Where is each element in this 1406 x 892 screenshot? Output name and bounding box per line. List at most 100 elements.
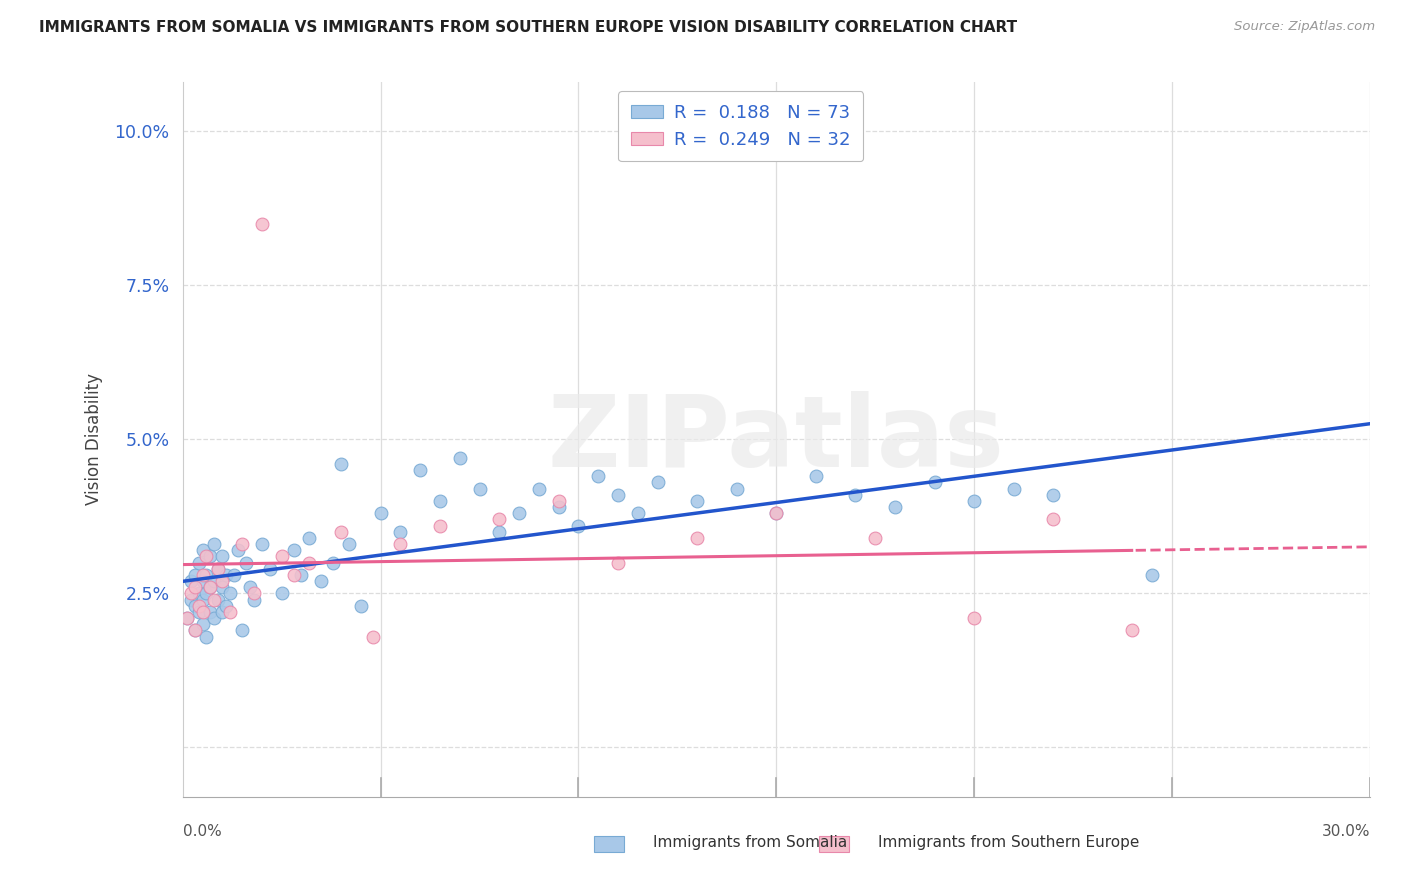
Point [226,543,249,558]
Point [250,217,273,231]
Point [283,543,305,558]
Point [865,531,887,545]
Point [963,494,986,508]
Point [191,592,214,607]
Point [176,611,198,625]
Point [290,567,312,582]
Point [207,562,229,576]
Point [219,586,242,600]
Point [924,475,946,490]
Point [211,574,233,588]
Text: 30.0%: 30.0% [1322,824,1369,838]
Point [202,537,225,551]
Point [370,506,392,520]
Point [202,574,225,588]
Text: IMMIGRANTS FROM SOMALIA VS IMMIGRANTS FROM SOUTHERN EUROPE VISION DISABILITY COR: IMMIGRANTS FROM SOMALIA VS IMMIGRANTS FR… [39,20,1018,35]
Point [468,482,491,496]
Point [195,567,218,582]
Point [211,549,233,564]
Point [429,518,451,533]
Point [183,599,205,613]
Point [337,537,360,551]
Point [607,488,630,502]
Point [283,567,305,582]
Point [547,494,569,508]
Point [298,531,321,545]
Point [180,586,202,600]
Point [239,580,262,594]
Point [686,531,709,545]
Point [211,605,233,619]
Text: Source: ZipAtlas.com: Source: ZipAtlas.com [1234,20,1375,33]
Point [187,599,209,613]
Point [804,469,827,483]
Point [647,475,669,490]
Point [250,537,273,551]
Point [195,586,218,600]
Point [330,457,353,471]
Point [586,469,609,483]
Point [449,450,471,465]
Point [211,580,233,594]
Point [686,494,709,508]
Point [389,537,412,551]
Point [180,574,202,588]
Point [350,599,373,613]
Point [1002,482,1025,496]
Point [191,617,214,632]
Point [183,624,205,638]
Point [231,624,253,638]
Point [243,586,266,600]
Point [200,605,222,619]
Text: 0.0%: 0.0% [183,824,222,838]
Point [270,586,292,600]
Point [725,482,748,496]
Point [607,556,630,570]
Point [176,611,198,625]
Point [322,556,344,570]
Legend: R =  0.188   N = 73, R =  0.249   N = 32: R = 0.188 N = 73, R = 0.249 N = 32 [619,91,863,161]
Point [488,524,510,539]
Point [330,524,353,539]
Point [215,567,238,582]
Point [200,549,222,564]
Point [298,556,321,570]
Point [224,567,246,582]
Point [207,592,229,607]
Point [361,630,384,644]
Point [195,630,218,644]
Point [180,592,202,607]
Point [202,592,225,607]
Point [765,506,787,520]
Point [1121,624,1143,638]
Point [1142,567,1164,582]
Point [527,482,550,496]
Text: Immigrants from Somalia: Immigrants from Somalia [652,836,846,850]
Point [191,543,214,558]
Point [259,562,281,576]
Point [202,611,225,625]
Point [844,488,866,502]
Point [219,605,242,619]
Point [1042,488,1064,502]
Point [235,556,257,570]
Point [547,500,569,514]
Point [207,562,229,576]
Text: ZIPatlas: ZIPatlas [548,391,1005,488]
Bar [818,836,849,852]
Point [215,599,238,613]
Point [191,605,214,619]
Point [429,494,451,508]
Point [191,567,214,582]
Point [567,518,589,533]
Point [187,605,209,619]
Point [200,580,222,594]
Point [243,592,266,607]
Point [231,537,253,551]
Point [195,549,218,564]
Point [389,524,412,539]
Y-axis label: Vision Disability: Vision Disability [86,374,103,505]
Point [270,549,292,564]
Point [409,463,432,477]
Point [1042,512,1064,526]
